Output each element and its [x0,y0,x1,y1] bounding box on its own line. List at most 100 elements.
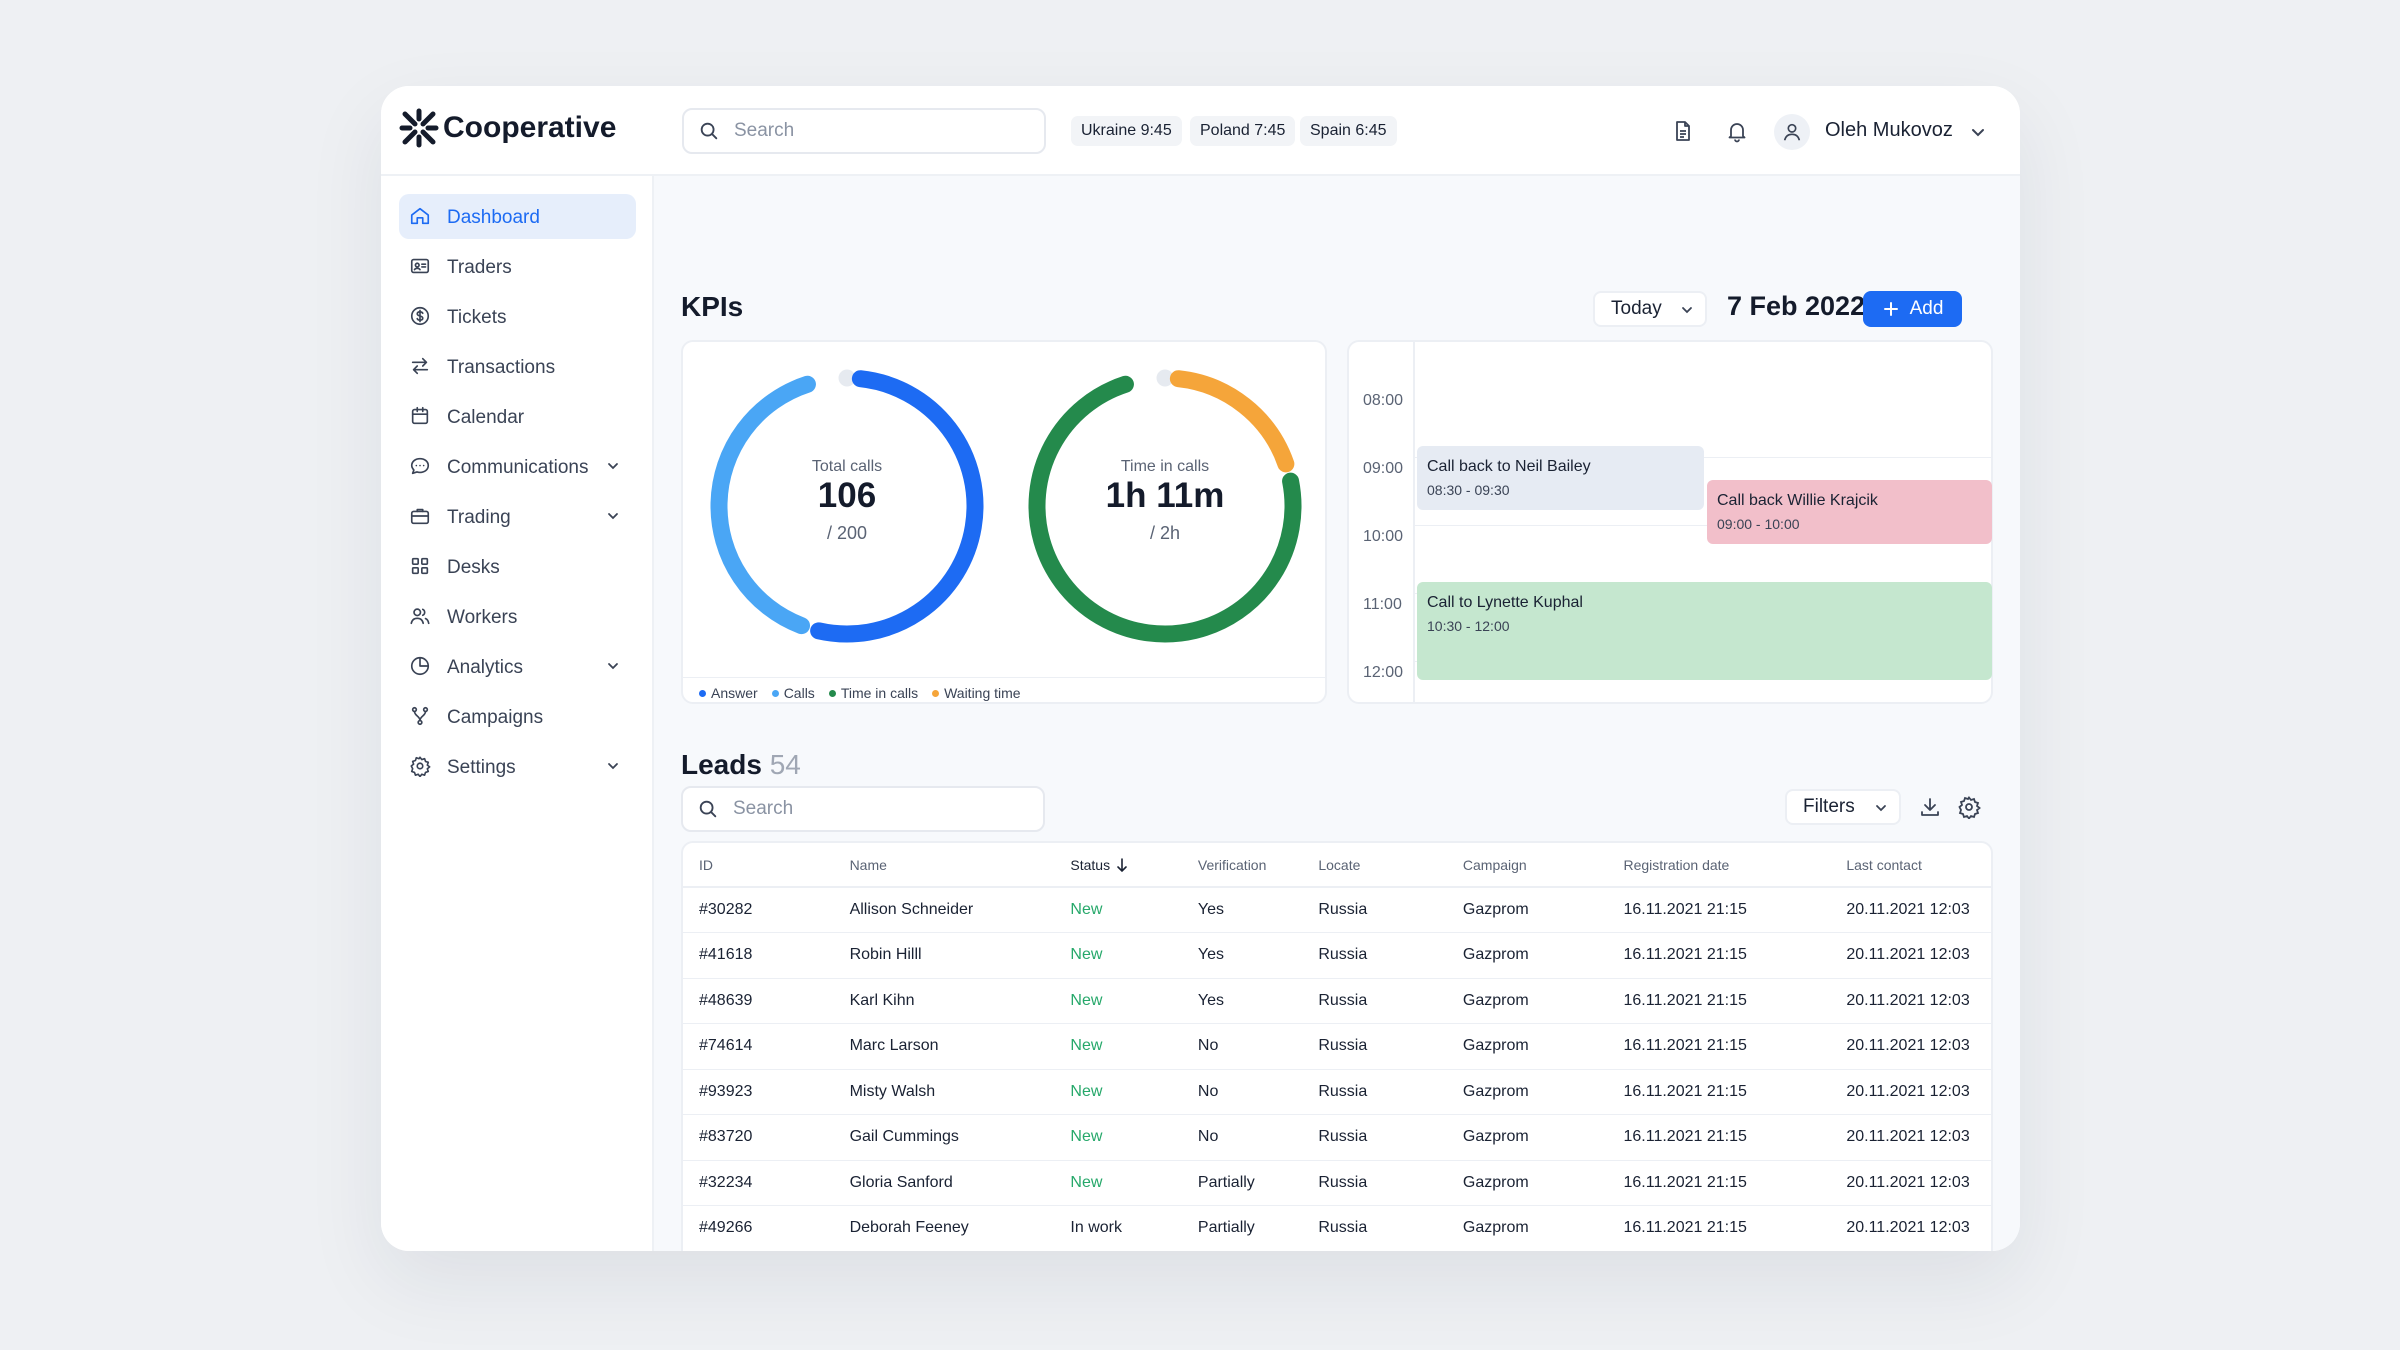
table-cell-last-contact: 20.11.2021 12:03 [1830,1160,1991,1206]
table-cell-name: Marc Larson [833,1023,1055,1070]
table-row[interactable]: #48639 Karl Kihn New Yes Russia Gazprom 16.11.… [683,978,1991,1024]
table-cell-verification: Yes [1181,932,1303,979]
sidebar-item-dashboard[interactable]: Dashboard [399,194,636,239]
table-cell-campaign: Gazprom [1446,1205,1608,1251]
table-cell-locate: Russia [1302,978,1447,1024]
time-label: 08:00 [1363,392,1404,409]
documents-button[interactable] [1668,116,1698,146]
briefcase-icon [410,508,430,525]
table-cell-id: #93923 [683,1069,834,1115]
column-header-verification[interactable]: Verification [1181,843,1303,888]
avatar[interactable] [1774,114,1810,150]
sidebar-item-label: Settings [447,757,516,778]
sidebar-item-analytics[interactable]: Analytics [399,644,636,689]
table-row[interactable]: #41618 Robin Hilll New Yes Russia Gazprom 16.1… [683,932,1991,979]
table-cell-locate: Russia [1302,1069,1447,1115]
table-cell-last-contact: 20.11.2021 12:03 [1830,1114,1991,1161]
table-cell-registration-date: 16.11.2021 21:15 [1607,887,1831,933]
sidebar-item-calendar[interactable]: Calendar [399,394,636,439]
table-row[interactable]: #49266 Deborah Feeney In work Partially Russ… [683,1205,1991,1251]
calendar-event[interactable]: Call to Lynette Kuphal 10:30 - 12:00 [1417,582,1992,680]
table-row[interactable]: #93923 Misty Walsh New No Russia Gazprom 16.11… [683,1069,1991,1115]
sidebar-item-label: Transactions [447,357,556,378]
user-menu-chevron-down-icon[interactable] [1966,120,1990,144]
event-title: Call to Lynette Kuphal [1427,594,1583,611]
column-header-name[interactable]: Name [833,843,1055,888]
timezone-badge-poland: Poland 7:45 [1190,116,1296,146]
legend-item: Calls [771,685,815,701]
time-label: 09:00 [1363,460,1404,477]
sidebar-item-label: Desks [447,557,500,578]
table-cell-name: Gloria Sanford [833,1160,1055,1206]
sidebar-item-label: Tickets [447,307,507,328]
bell-icon [1728,123,1746,143]
users-icon [410,608,430,625]
table-row[interactable]: #30282 Allison Schneider New Yes Russia Gazpr… [683,887,1991,933]
table-row[interactable]: #74614 Marc Larson New No Russia Gazprom 16.11… [683,1023,1991,1070]
answer-arc [810,370,984,643]
global-search[interactable] [682,108,1046,154]
legend-dot [699,689,706,697]
sidebar-item-settings[interactable]: Settings [399,744,636,789]
table-row[interactable]: #83720 Gail Cummings New No Russia Gazprom 16.… [683,1114,1991,1161]
table-cell-campaign: Gazprom [1446,932,1608,979]
table-cell-last-contact: 20.11.2021 12:03 [1830,1023,1991,1070]
table-cell-locate: Russia [1302,1114,1447,1161]
brand-logo[interactable]: Cooperative [399,108,616,148]
table-cell-registration-date: 16.11.2021 21:15 [1607,932,1831,979]
leads-table-card: ID Name Status Verification Locate Campaign R… [681,841,1993,1251]
table-cell-verification: No [1181,1069,1303,1115]
sidebar-item-workers[interactable]: Workers [399,594,636,639]
table-settings-button[interactable] [1955,793,1983,821]
column-header-status[interactable]: Status [1054,843,1182,888]
sidebar-item-tickets[interactable]: Tickets [399,294,636,339]
column-header-last-contact[interactable]: Last contact [1830,843,1991,888]
table-cell-verification: Yes [1181,978,1303,1024]
column-header-id[interactable]: ID [683,843,834,888]
sidebar-item-campaigns[interactable]: Campaigns [399,694,636,739]
table-cell-locate: Russia [1302,1205,1447,1251]
legend-dot [828,689,836,697]
global-search-input[interactable] [734,120,1014,142]
calendar-icon [411,406,429,425]
column-header-registration-date[interactable]: Registration date [1607,843,1831,888]
period-dropdown[interactable]: Today [1593,291,1707,327]
sidebar-item-desks[interactable]: Desks [399,544,636,589]
column-header-label: Campaign [1462,856,1527,873]
calendar-event[interactable]: Call back to Neil Bailey 08:30 - 09:30 [1417,446,1704,510]
notifications-button[interactable] [1722,116,1752,146]
table-cell-name: Misty Walsh [833,1069,1055,1115]
table-cell-registration-date: 16.11.2021 21:15 [1607,1205,1831,1251]
column-header-locate[interactable]: Locate [1302,843,1447,888]
table-cell-name: Allison Schneider [833,887,1055,933]
sidebar-item-transactions[interactable]: Transactions [399,344,636,389]
sidebar-item-label: Trading [447,507,511,528]
leads-table: ID Name Status Verification Locate Campaign R… [683,843,1991,1251]
column-header-campaign[interactable]: Campaign [1446,843,1608,888]
leads-search[interactable] [681,786,1045,832]
time-label: 10:00 [1363,528,1404,545]
leads-search-input[interactable] [733,798,1013,820]
calendar-event[interactable]: Call back Willie Krajcik 09:00 - 10:00 [1707,480,1992,544]
timezone-badge-ukraine: Ukraine 9:45 [1071,116,1182,146]
filters-dropdown[interactable]: Filters [1785,789,1901,825]
table-cell-locate: Russia [1302,1160,1447,1206]
legend-item: Answer [699,685,758,701]
user-name[interactable]: Oleh Mukovoz [1825,119,1953,141]
table-row[interactable]: #32234 Gloria Sanford New Partially Russia Ga… [683,1160,1991,1206]
sort-arrow-down-icon[interactable] [1114,857,1130,873]
sidebar-item-communications[interactable]: Communications [399,444,636,489]
sidebar-item-trading[interactable]: Trading [399,494,636,539]
download-button[interactable] [1916,793,1944,821]
filters-label: Filters [1803,796,1855,817]
column-header-label: Last contact [1846,856,1922,873]
table-cell-name: Deborah Feeney [833,1205,1055,1251]
total-calls-target: / 200 [827,523,867,543]
sidebar-item-traders[interactable]: Traders [399,244,636,289]
add-button[interactable]: Add [1863,291,1962,327]
total-calls-label: Total calls [812,458,882,475]
time-label: 12:00 [1363,664,1404,681]
table-cell-verification: Partially [1181,1160,1303,1206]
table-cell-id: #30282 [683,887,834,933]
